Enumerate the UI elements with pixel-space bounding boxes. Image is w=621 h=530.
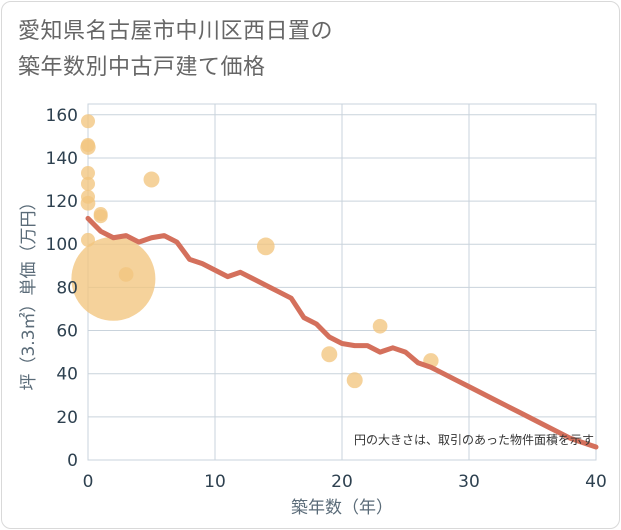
y-tick-label-60: 60 — [56, 322, 78, 342]
bubble-point-6 — [80, 195, 96, 211]
axis-ticks: 0 20 40 60 80 100 120 140 160 0 10 20 30 40 — [46, 106, 607, 492]
y-axis-label: 坪（3.3㎡）単価（万円） — [19, 193, 39, 390]
bubble-point-13 — [256, 237, 275, 256]
bubble-point-15 — [346, 372, 363, 389]
chart-title-line-2: 築年数別中古戸建て価格 — [18, 55, 266, 80]
bubble-point-2 — [80, 139, 96, 155]
bubble-series — [71, 114, 439, 389]
trend-line — [85, 215, 599, 450]
grid — [87, 104, 597, 461]
y-tick-label-100: 100 — [46, 235, 78, 255]
y-tick-label-140: 140 — [46, 149, 78, 169]
chart-title-line-1: 愛知県名古屋市中川区西日置の — [18, 19, 334, 44]
bubble-point-0 — [81, 114, 95, 129]
bubble-point-9 — [93, 209, 108, 224]
bubble-point-14 — [321, 346, 338, 363]
chart-title: 愛知県名古屋市中川区西日置の 築年数別中古戸建て価格 — [18, 14, 333, 86]
y-tick-label-40: 40 — [56, 365, 78, 385]
bubble-point-11 — [118, 267, 134, 282]
bubble-size-note: 円の大きさは、取引のあった物件面積を示す — [354, 432, 594, 447]
bubble-point-16 — [372, 318, 388, 334]
x-tick-label-20: 20 — [331, 472, 353, 492]
y-tick-label-160: 160 — [46, 106, 78, 126]
y-tick-label-0: 0 — [67, 451, 78, 471]
y-tick-label-80: 80 — [56, 278, 78, 298]
x-tick-label-40: 40 — [585, 472, 607, 492]
bubble-point-12 — [143, 171, 160, 188]
y-tick-label-20: 20 — [56, 408, 78, 428]
x-tick-label-0: 0 — [83, 472, 94, 492]
bubble-point-4 — [81, 176, 95, 191]
x-tick-label-10: 10 — [204, 472, 226, 492]
y-tick-label-120: 120 — [46, 192, 78, 212]
x-axis-label: 築年数（年） — [291, 498, 393, 518]
bubble-point-10 — [71, 236, 156, 321]
bubble-point-3 — [81, 166, 95, 181]
x-tick-label-30: 30 — [458, 472, 480, 492]
